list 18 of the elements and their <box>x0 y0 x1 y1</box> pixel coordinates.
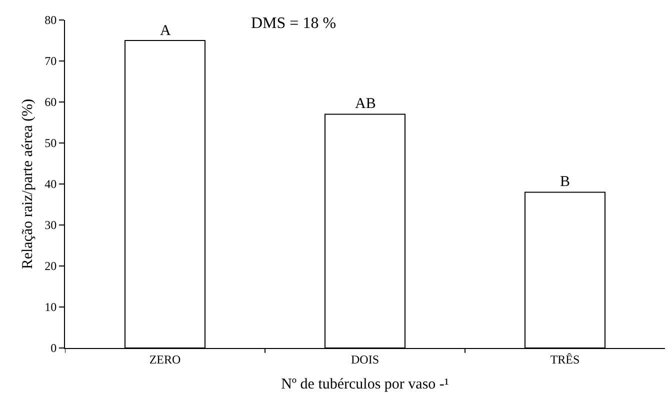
y-tick-label: 10 <box>44 300 57 314</box>
y-tick-label: 60 <box>44 95 57 110</box>
y-tick-label: 70 <box>44 54 57 68</box>
x-tick-label: TRÊS <box>550 352 580 366</box>
annotation: B <box>560 174 570 190</box>
y-tick-label: 30 <box>44 218 57 232</box>
x-tick-label: ZERO <box>149 352 181 366</box>
y-tick-label: 20 <box>44 259 57 274</box>
y-tick-label: 0 <box>50 341 57 356</box>
annotation: A <box>160 23 171 39</box>
x-axis-title: Nº de tubérculos por vaso -¹ <box>281 376 449 392</box>
x-tick-label: DOIS <box>350 352 380 366</box>
annotation: DMS = 18 % <box>251 15 336 32</box>
y-tick-label: 50 <box>44 136 57 150</box>
y-tick-label: 80 <box>44 13 57 28</box>
annotation: AB <box>355 96 376 112</box>
y-tick-label: 40 <box>44 177 57 192</box>
y-axis-title: Relação raiz/parte aérea (%) <box>20 98 36 270</box>
